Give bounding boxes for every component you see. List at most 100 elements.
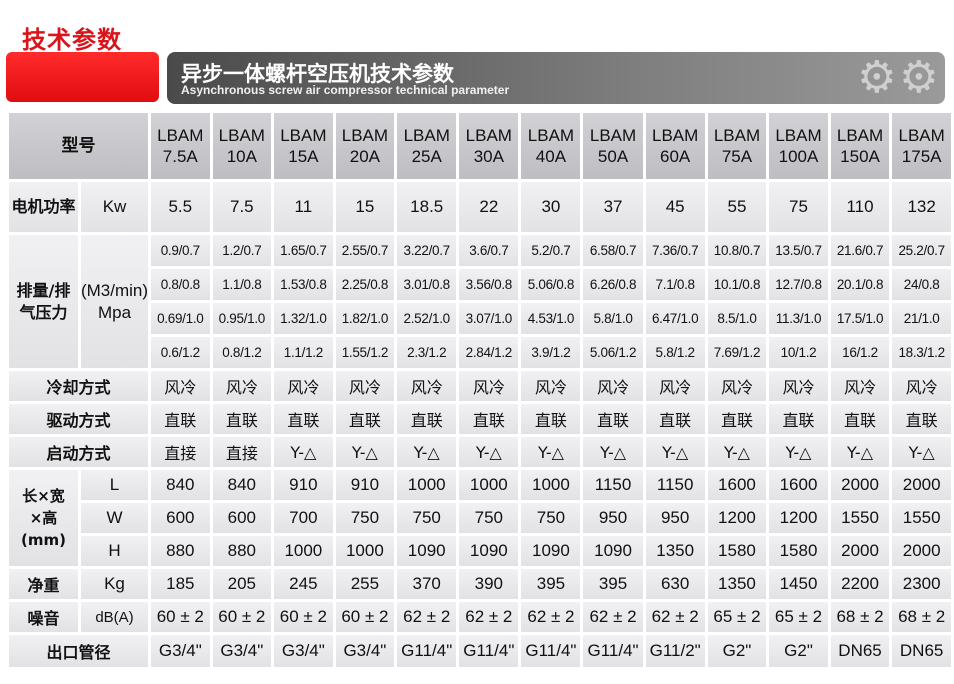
value-cell: 1150 xyxy=(583,470,643,500)
value-cell: 3.07/1.0 xyxy=(459,303,519,334)
value-cell: 1000 xyxy=(335,536,395,566)
value-cell: 8.5/1.0 xyxy=(707,303,767,334)
model-label: 型号 xyxy=(9,113,149,179)
value-cell: 风冷 xyxy=(397,371,457,401)
value-cell: 直联 xyxy=(459,404,519,434)
value-cell: 1000 xyxy=(397,470,457,500)
value-cell: 5.8/1.2 xyxy=(645,337,705,368)
value-cell: 直联 xyxy=(892,404,951,434)
value-cell: 11.3/1.0 xyxy=(769,303,828,334)
banner-title-en: Asynchronous screw air compressor techni… xyxy=(181,83,510,97)
value-cell: 7.36/0.7 xyxy=(645,235,705,266)
value-cell: G11/4" xyxy=(459,635,519,667)
value-cell: 255 xyxy=(335,569,395,599)
value-cell: G2" xyxy=(707,635,767,667)
value-cell: 1200 xyxy=(707,503,767,533)
value-cell: 700 xyxy=(274,503,333,533)
flow-row: 排量/排气压力 (M3/min) Mpa 0.9/0.7 1.2/0.7 1.65/0.… xyxy=(9,235,951,368)
value-cell: 直联 xyxy=(212,404,272,434)
value-cell: 1000 xyxy=(459,470,519,500)
value-cell: 直联 xyxy=(151,404,210,434)
value-cell: 1090 xyxy=(397,536,457,566)
value-cell: 5.06/1.2 xyxy=(583,337,643,368)
value-cell: 1.65/0.7 xyxy=(274,235,333,266)
value-cell: 1600 xyxy=(707,470,767,500)
value-cell: 910 xyxy=(335,470,395,500)
model-cell: LBAM 25A xyxy=(397,113,457,179)
value-cell: 10.1/0.8 xyxy=(707,269,767,300)
value-cell: G11/4" xyxy=(397,635,457,667)
value-cell: 直接 xyxy=(151,437,210,467)
model-cell: LBAM 75A xyxy=(707,113,767,179)
value-cell: 风冷 xyxy=(459,371,519,401)
value-cell: 0.9/0.7 xyxy=(151,235,210,266)
value-cell: 10.8/0.7 xyxy=(707,235,767,266)
value-cell: 风冷 xyxy=(274,371,333,401)
model-cell: LBAM 50A xyxy=(583,113,643,179)
value-cell: DN65 xyxy=(892,635,951,667)
value-cell: 2.25/0.8 xyxy=(335,269,395,300)
value-cell: 1550 xyxy=(892,503,951,533)
start-label: 启动方式 xyxy=(9,437,149,467)
power-unit: Kw xyxy=(80,182,149,232)
weight-row: 净重 Kg 185 205 245 255 370 390 395 395 630 1350 1450 2… xyxy=(9,569,951,599)
value-cell: 185 xyxy=(151,569,210,599)
value-cell: 16/1.2 xyxy=(830,337,890,368)
value-cell: 60 ± 2 xyxy=(274,602,333,632)
value-cell: 68 ± 2 xyxy=(892,602,951,632)
value-cell: 7.1/0.8 xyxy=(645,269,705,300)
cooling-row: 冷却方式 风冷 风冷 风冷 风冷 风冷 风冷 风冷 风冷 风冷 风冷 风冷 风冷 风冷 xyxy=(9,371,951,401)
value-cell: Y-△ xyxy=(769,437,828,467)
value-cell: Y-△ xyxy=(830,437,890,467)
value-cell: G11/4" xyxy=(521,635,581,667)
value-cell: 风冷 xyxy=(521,371,581,401)
value-cell: 1580 xyxy=(707,536,767,566)
value-cell: 1.2/0.7 xyxy=(212,235,272,266)
value-cell: 18.5 xyxy=(397,182,457,232)
value-cell: 21.6/0.7 xyxy=(830,235,890,266)
outlet-label: 出口管径 xyxy=(9,635,149,667)
value-cell: G3/4" xyxy=(274,635,333,667)
model-cell: LBAM 10A xyxy=(212,113,272,179)
value-cell: 110 xyxy=(830,182,890,232)
flow-row: 0.6/1.2 0.8/1.2 1.1/1.2 1.55/1.2 2.3/1.2 2.84… xyxy=(9,337,951,368)
value-cell: 62 ± 2 xyxy=(397,602,457,632)
header-row: 型号 LBAM 7.5A LBAM 10A LBAM 15A LBAM 20A LBAM … xyxy=(9,113,951,179)
value-cell: 直联 xyxy=(645,404,705,434)
banner-title-cn: 异步一体螺杆空压机技术参数 xyxy=(181,62,454,86)
value-cell: DN65 xyxy=(830,635,890,667)
value-cell: 62 ± 2 xyxy=(583,602,643,632)
model-cell: LBAM 100A xyxy=(769,113,828,179)
value-cell: 1600 xyxy=(769,470,828,500)
value-cell: 风冷 xyxy=(769,371,828,401)
value-cell: 245 xyxy=(274,569,333,599)
value-cell: 3.9/1.2 xyxy=(521,337,581,368)
value-cell: 600 xyxy=(151,503,210,533)
value-cell: 62 ± 2 xyxy=(521,602,581,632)
value-cell: G11/4" xyxy=(583,635,643,667)
value-cell: 直联 xyxy=(707,404,767,434)
value-cell: 直联 xyxy=(335,404,395,434)
outlet-row: 出口管径 G3/4" G3/4" G3/4" G3/4" G11/4" G11/4" G11/… xyxy=(9,635,951,667)
value-cell: 750 xyxy=(335,503,395,533)
value-cell: G11/2" xyxy=(645,635,705,667)
model-cell: LBAM 40A xyxy=(521,113,581,179)
dimension-row: H 880 880 1000 1000 1090 1090 1090 1090 1350 1580 1… xyxy=(9,536,951,566)
value-cell: 风冷 xyxy=(707,371,767,401)
dimension-row: 长×宽×高(mm) L 840 840 910 910 1000 1000 1000 1150 11… xyxy=(9,470,951,566)
value-cell: 62 ± 2 xyxy=(459,602,519,632)
flow-row: 0.69/1.0 0.95/1.0 1.32/1.0 1.82/1.0 2.52/1.0… xyxy=(9,303,951,334)
value-cell: 22 xyxy=(459,182,519,232)
value-cell: 55 xyxy=(707,182,767,232)
value-cell: 395 xyxy=(521,569,581,599)
value-cell: 直接 xyxy=(212,437,272,467)
value-cell: G3/4" xyxy=(335,635,395,667)
value-cell: 3.56/0.8 xyxy=(459,269,519,300)
value-cell: 1150 xyxy=(645,470,705,500)
drive-label: 驱动方式 xyxy=(9,404,149,434)
value-cell: 30 xyxy=(521,182,581,232)
dimension-unit: W xyxy=(80,503,149,533)
value-cell: 1.1/0.8 xyxy=(212,269,272,300)
value-cell: 20.1/0.8 xyxy=(830,269,890,300)
value-cell: 750 xyxy=(521,503,581,533)
